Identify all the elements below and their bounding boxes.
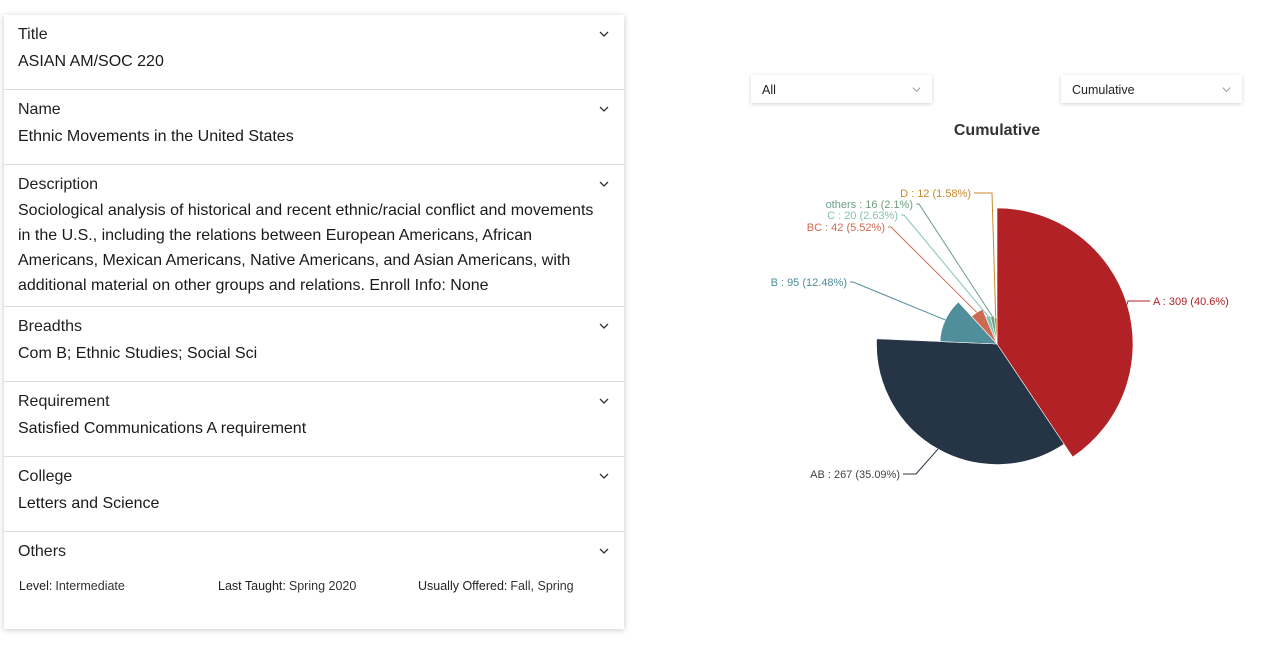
last-taught-value: Spring 2020	[288, 579, 357, 593]
requirement-section-header[interactable]: Requirement	[4, 382, 624, 419]
breadths-section: Breadths Com B; Ethnic Studies; Social S…	[4, 307, 624, 382]
usually-offered-field: Usually Offered: Fall, Spring	[418, 579, 574, 593]
college-value: Letters and Science	[18, 495, 160, 512]
course-description-value: Sociological analysis of historical and …	[18, 202, 594, 294]
last-taught-field: Last Taught: Spring 2020	[218, 579, 356, 593]
description-section-header[interactable]: Description	[4, 165, 624, 202]
term-select[interactable]: All	[751, 75, 932, 103]
chevron-down-icon[interactable]	[598, 178, 610, 190]
section-header-label: Description	[18, 176, 99, 193]
breadths-value: Com B; Ethnic Studies; Social Sci	[18, 345, 258, 362]
leader-line-A	[1126, 300, 1150, 305]
requirement-section: Requirement Satisfied Communications A r…	[4, 382, 624, 457]
leader-line-C	[901, 214, 989, 317]
last-taught-label: Last Taught:	[218, 579, 286, 593]
chevron-down-icon[interactable]	[598, 28, 610, 40]
others-section: Others Level: Intermediate Last Taught: Sp…	[4, 532, 624, 619]
term-select-value: All	[762, 83, 776, 97]
level-value: Intermediate	[55, 579, 125, 593]
mode-select-value: Cumulative	[1072, 83, 1135, 97]
chevron-down-icon[interactable]	[598, 395, 610, 407]
section-header-label: Name	[18, 101, 61, 118]
leader-line-D	[974, 192, 997, 318]
chevron-down-icon[interactable]	[598, 103, 610, 115]
description-section: Description Sociological analysis of his…	[4, 165, 624, 307]
section-header-label: Title	[18, 26, 48, 43]
title-section-header[interactable]: Title	[4, 15, 624, 52]
slice-label-BC: BC : 42 (5.52%)	[807, 222, 885, 234]
others-details: Level: Intermediate Last Taught: Spring 20…	[4, 569, 624, 619]
usually-offered-label: Usually Offered:	[418, 579, 508, 593]
chevron-down-icon[interactable]	[598, 470, 610, 482]
leader-line-AB	[903, 448, 939, 475]
slice-label-others: others : 16 (2.1%)	[826, 199, 913, 211]
section-header-label: Requirement	[18, 393, 110, 410]
title-section: Title ASIAN AM/SOC 220	[4, 15, 624, 90]
others-section-header[interactable]: Others	[4, 532, 624, 569]
leader-line-BC	[888, 226, 978, 313]
course-title-value: ASIAN AM/SOC 220	[18, 53, 164, 70]
breadths-section-header[interactable]: Breadths	[4, 307, 624, 344]
course-name-value: Ethnic Movements in the United States	[18, 128, 294, 145]
level-label: Level:	[19, 579, 53, 593]
chevron-down-icon	[1222, 87, 1231, 93]
leader-line-others	[916, 203, 993, 317]
slice-label-A: A : 309 (40.6%)	[1153, 296, 1229, 308]
course-info-card: Title ASIAN AM/SOC 220 Name Ethnic Movem…	[4, 15, 624, 629]
slice-label-C: C : 20 (2.63%)	[827, 210, 898, 222]
name-section: Name Ethnic Movements in the United Stat…	[4, 90, 624, 165]
requirement-value: Satisfied Communications A requirement	[18, 420, 307, 437]
college-section-header[interactable]: College	[4, 457, 624, 494]
section-header-label: Breadths	[18, 318, 83, 335]
chevron-down-icon[interactable]	[598, 545, 610, 557]
slice-label-D: D : 12 (1.58%)	[900, 188, 971, 200]
name-section-header[interactable]: Name	[4, 90, 624, 127]
slice-label-B: B : 95 (12.48%)	[771, 277, 847, 289]
college-section: College Letters and Science	[4, 457, 624, 532]
leader-line-B	[850, 281, 946, 321]
level-field: Level: Intermediate	[19, 579, 125, 593]
mode-select[interactable]: Cumulative	[1061, 75, 1242, 103]
chevron-down-icon[interactable]	[598, 320, 610, 332]
usually-offered-value: Fall, Spring	[510, 579, 574, 593]
section-header-label: College	[18, 468, 73, 485]
chart-title: Cumulative	[953, 122, 1041, 139]
section-header-label: Others	[18, 543, 67, 560]
chevron-down-icon	[912, 87, 921, 93]
slice-label-AB: AB : 267 (35.09%)	[810, 469, 900, 481]
